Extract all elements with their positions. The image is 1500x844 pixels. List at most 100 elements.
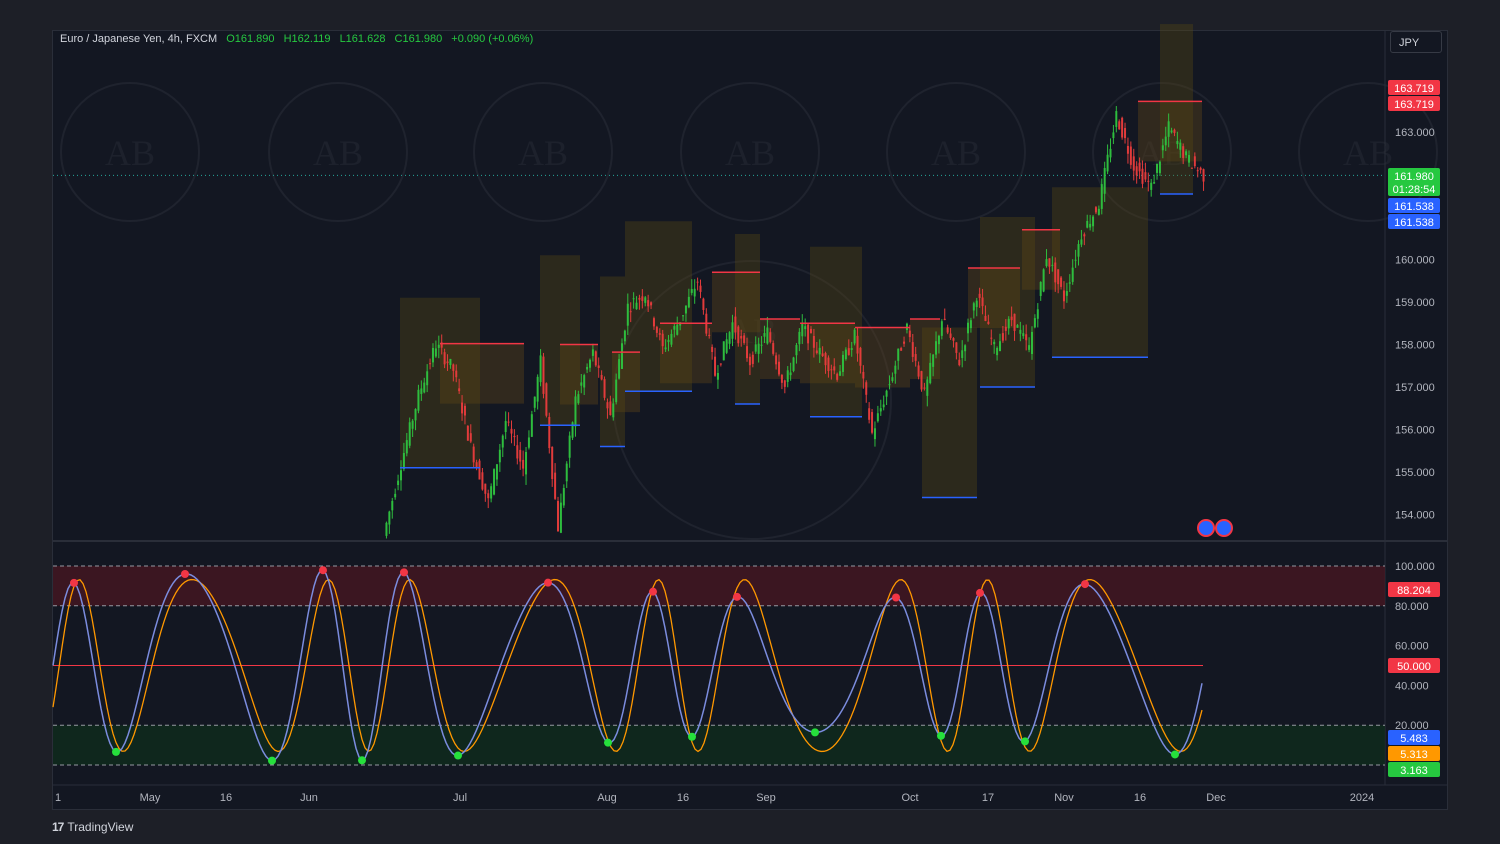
- candle-body: [408, 422, 411, 446]
- candle-body: [1010, 316, 1013, 321]
- candle-body: [975, 300, 978, 308]
- candle-body: [612, 403, 615, 418]
- chart-legend[interactable]: Euro / Japanese Yen, 4h, FXCM O161.890 H…: [60, 33, 533, 45]
- candle-body: [850, 348, 853, 350]
- candle-body: [772, 343, 775, 354]
- candle-body: [545, 383, 548, 416]
- candle-body: [638, 297, 641, 300]
- candle-body: [1083, 234, 1086, 237]
- candle-body: [972, 303, 975, 311]
- tradingview-label: TradingView: [67, 820, 134, 834]
- event-markers[interactable]: [1197, 519, 1233, 537]
- sell-signal-dot: [733, 592, 741, 601]
- candle-body: [1170, 130, 1173, 133]
- candle-body: [917, 365, 920, 377]
- time-axis-label: 16: [220, 792, 232, 804]
- candle-body: [769, 332, 772, 342]
- buy-signal-dot: [937, 731, 945, 740]
- time-axis-label: Jun: [300, 792, 318, 804]
- candle-body: [987, 321, 990, 324]
- candle-body: [1164, 136, 1167, 146]
- candle-body: [853, 329, 856, 344]
- candle-body: [818, 347, 821, 355]
- candle-body: [516, 445, 519, 459]
- osc-low-badge: 3.163: [1388, 762, 1440, 777]
- buy-signal-dot: [268, 756, 276, 765]
- candle-body: [780, 374, 783, 383]
- sell-signal-dot: [544, 578, 552, 587]
- tradingview-logo[interactable]: 17 TradingView: [52, 820, 133, 834]
- candle-body: [557, 501, 560, 532]
- osc-d-badge-bg: [1388, 746, 1440, 761]
- candle-body: [385, 522, 388, 536]
- candle-body: [935, 341, 938, 355]
- candle-body: [993, 341, 996, 345]
- candle-body: [786, 370, 789, 382]
- candle-body: [1068, 282, 1071, 284]
- candle-body: [882, 404, 885, 408]
- candle-body: [798, 331, 801, 345]
- candle-body: [830, 369, 833, 371]
- candle-body: [926, 379, 929, 396]
- candle-body: [687, 296, 690, 308]
- change-value: +0.090 (+0.06%): [451, 33, 534, 45]
- candle-body: [443, 352, 446, 365]
- event-marker-icon[interactable]: [1197, 519, 1215, 537]
- candle-body: [967, 322, 970, 334]
- candle-body: [414, 409, 417, 421]
- price-axis-label: 163.000: [1395, 127, 1435, 139]
- candle-body: [1199, 167, 1202, 170]
- candle-body: [623, 330, 626, 342]
- candle-body: [629, 311, 632, 313]
- time-axis-label: Sep: [756, 792, 776, 804]
- event-marker-icon[interactable]: [1215, 519, 1233, 537]
- currency-button[interactable]: JPY: [1390, 31, 1442, 53]
- candle-body: [1074, 259, 1077, 261]
- candle-body: [1153, 182, 1156, 184]
- time-axis-label: 16: [677, 792, 689, 804]
- tradingview-mark-icon: 17: [52, 820, 64, 834]
- candle-body: [591, 349, 594, 356]
- sell-signal-dot: [649, 587, 657, 596]
- candle-body: [1092, 216, 1095, 227]
- candle-body: [620, 343, 623, 369]
- candle-body: [618, 359, 621, 379]
- candle-body: [513, 435, 516, 438]
- candle-body: [434, 348, 437, 357]
- time-axis-label: Jul: [453, 792, 467, 804]
- candle-body: [940, 321, 943, 336]
- candle-body: [495, 464, 498, 480]
- candle-body: [388, 511, 391, 525]
- candle-body: [757, 343, 760, 354]
- candle-body: [807, 324, 810, 344]
- osc-low-badge-text: 3.163: [1400, 765, 1428, 777]
- candle-body: [1042, 269, 1045, 292]
- low-price-badge-text: 161.538: [1394, 217, 1434, 229]
- candle-body: [455, 370, 458, 378]
- candle-body: [865, 382, 868, 395]
- support-fill: [922, 327, 977, 498]
- candle-body: [961, 350, 964, 358]
- candle-body: [1054, 262, 1057, 283]
- candle-body: [1126, 145, 1129, 154]
- candle-body: [1100, 184, 1103, 209]
- candle-body: [498, 449, 501, 463]
- price-axis-label: 159.000: [1395, 297, 1435, 309]
- high-price-badge-bg: [1388, 80, 1440, 95]
- high-price-badge-text: 163.719: [1394, 83, 1434, 95]
- low-value: L161.628: [339, 33, 386, 45]
- high-price-badge: 163.719: [1388, 96, 1440, 111]
- candle-body: [929, 362, 932, 384]
- symbol-title[interactable]: Euro / Japanese Yen, 4h, FXCM: [60, 33, 218, 45]
- candle-body: [990, 337, 993, 339]
- osc-upper-badge-bg: [1388, 582, 1440, 597]
- candle-body: [1190, 167, 1193, 169]
- sell-signal-dot: [1081, 580, 1089, 589]
- candle-body: [431, 347, 434, 363]
- watermark-logo: [473, 82, 613, 222]
- candle-body: [711, 346, 714, 352]
- candle-body: [722, 341, 725, 361]
- candle-body: [527, 437, 530, 448]
